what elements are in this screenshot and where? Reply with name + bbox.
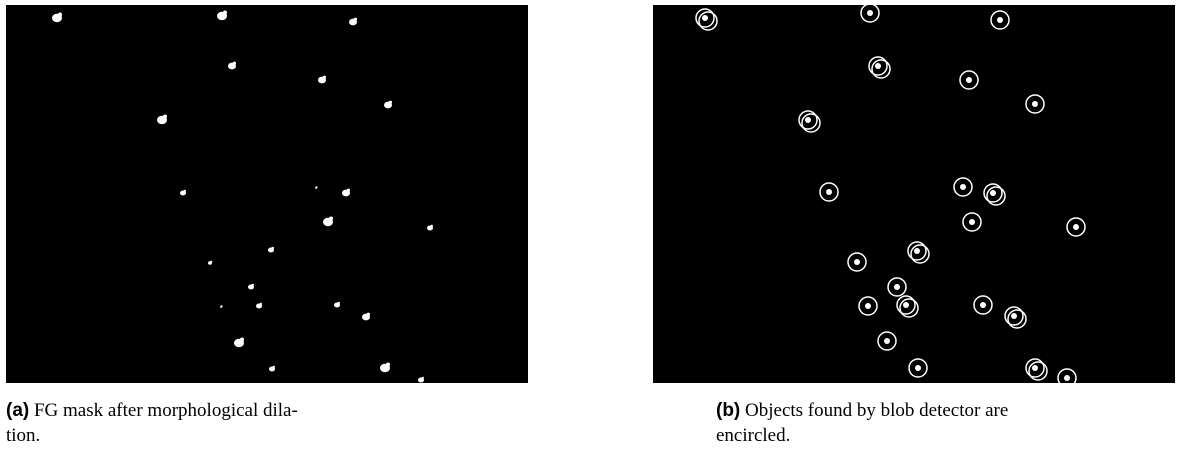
blob: [884, 338, 890, 344]
caption-line: (a) FG mask after morphological dila-: [6, 398, 298, 423]
detection-circle: [699, 12, 717, 30]
blob-speck: [272, 247, 274, 249]
blob: [903, 302, 909, 308]
blob-speck: [386, 363, 390, 367]
blob-speck: [233, 62, 236, 65]
blob: [1032, 101, 1038, 107]
blob-speck: [273, 366, 275, 368]
detection-circle: [987, 187, 1005, 205]
blob: [960, 184, 966, 190]
blob-speck: [252, 284, 254, 286]
blob-speck: [431, 225, 433, 227]
blob: [1032, 365, 1038, 371]
blob-speck: [347, 189, 350, 192]
caption-b: (b) Objects found by blob detector are e…: [716, 398, 1008, 448]
blob-speck: [240, 338, 244, 342]
blob-speck: [316, 186, 318, 188]
blob: [826, 189, 832, 195]
blob-detection-image: [653, 5, 1175, 383]
blob: [865, 303, 871, 309]
caption-text: Objects found by blob detector are: [745, 400, 1008, 421]
blob: [854, 259, 860, 265]
caption-line: encircled.: [716, 423, 1008, 448]
detection-circle: [1029, 362, 1047, 380]
blob: [914, 248, 920, 254]
blob: [867, 10, 873, 16]
blob: [969, 219, 975, 225]
blob-speck: [338, 302, 340, 304]
caption-a: (a) FG mask after morphological dila- ti…: [6, 398, 298, 448]
caption-label: (a): [6, 400, 29, 421]
blob: [1073, 224, 1079, 230]
fg-mask-image: [6, 5, 528, 383]
blob-speck: [223, 11, 227, 15]
detection-circle: [802, 114, 820, 132]
blob-speck: [163, 115, 167, 119]
blob-speck: [58, 13, 62, 17]
figure: (a) FG mask after morphological dila- ti…: [0, 0, 1178, 449]
blob-speck: [422, 377, 424, 379]
blob-speck: [354, 18, 357, 21]
blob: [997, 17, 1003, 23]
blob: [966, 77, 972, 83]
blob-speck: [221, 305, 223, 307]
detection-circle: [900, 299, 918, 317]
caption-text: FG mask after morphological dila-: [34, 400, 298, 421]
blob-speck: [367, 313, 370, 316]
blob-speck: [260, 303, 262, 305]
blob-speck: [389, 101, 392, 104]
blob: [1011, 313, 1017, 319]
detection-circle: [872, 60, 890, 78]
blob-speck: [323, 76, 326, 79]
detection-circle: [1008, 310, 1026, 328]
blob: [702, 15, 708, 21]
blob: [1064, 375, 1070, 381]
caption-line: (b) Objects found by blob detector are: [716, 398, 1008, 423]
blob: [980, 302, 986, 308]
blob-speck: [210, 261, 212, 263]
blob-speck: [329, 217, 333, 221]
blob: [894, 284, 900, 290]
detection-circle: [911, 245, 929, 263]
caption-label: (b): [716, 400, 740, 421]
blob: [915, 365, 921, 371]
blob: [805, 117, 811, 123]
blob: [875, 63, 881, 69]
blob-speck: [184, 190, 186, 192]
blob: [990, 190, 996, 196]
caption-line: tion.: [6, 423, 298, 448]
